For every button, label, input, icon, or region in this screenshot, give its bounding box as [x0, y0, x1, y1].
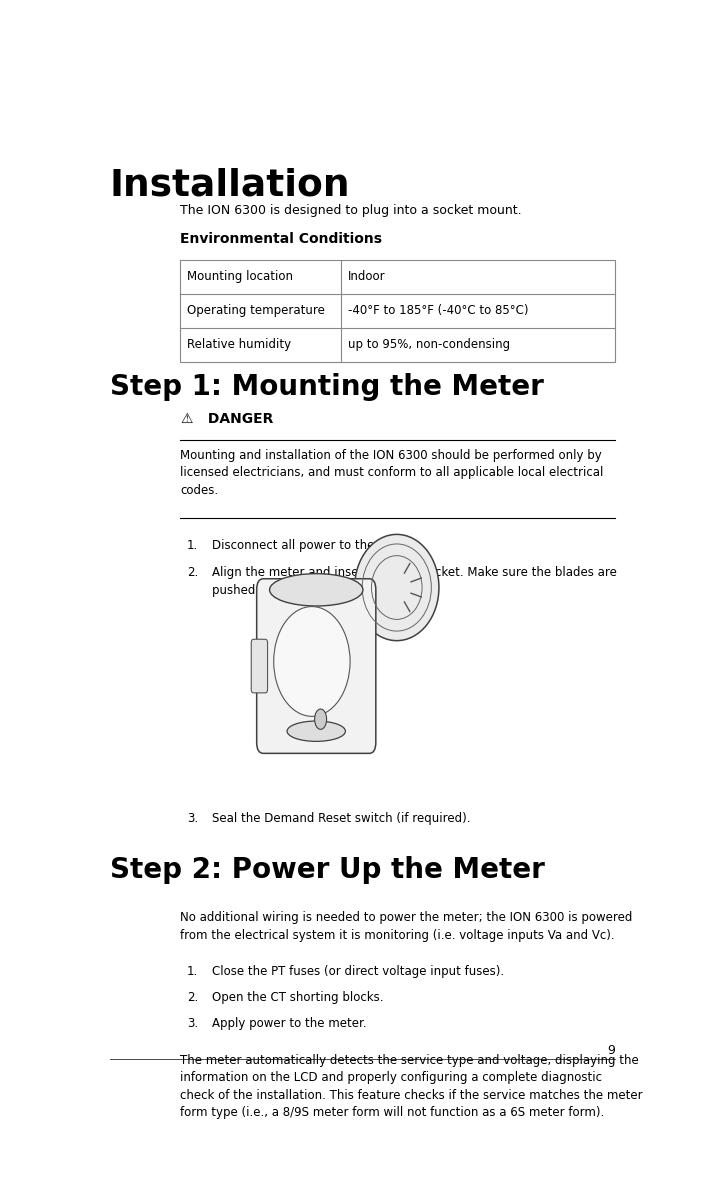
Text: 1.: 1. [187, 965, 198, 978]
Text: Operating temperature: Operating temperature [187, 305, 324, 317]
Ellipse shape [314, 709, 326, 730]
Text: Step 1: Mounting the Meter: Step 1: Mounting the Meter [110, 373, 543, 401]
Text: up to 95%, non-condensing: up to 95%, non-condensing [347, 338, 510, 352]
Text: 9: 9 [608, 1044, 616, 1057]
FancyBboxPatch shape [180, 259, 616, 362]
Text: Align the meter and insert into the socket. Make sure the blades are
pushed in f: Align the meter and insert into the sock… [212, 566, 616, 596]
Text: Relative humidity: Relative humidity [187, 338, 291, 352]
Text: Installation: Installation [110, 167, 350, 203]
Text: Open the CT shorting blocks.: Open the CT shorting blocks. [212, 991, 383, 1004]
Ellipse shape [287, 721, 345, 742]
Text: Apply power to the meter.: Apply power to the meter. [212, 1016, 366, 1030]
Text: Mounting and installation of the ION 6300 should be performed only by
licensed e: Mounting and installation of the ION 630… [180, 449, 604, 497]
Ellipse shape [270, 574, 363, 606]
Text: Environmental Conditions: Environmental Conditions [180, 232, 382, 246]
Text: No additional wiring is needed to power the meter; the ION 6300 is powered
from : No additional wiring is needed to power … [180, 911, 633, 942]
FancyBboxPatch shape [257, 578, 376, 754]
Text: 3.: 3. [187, 1016, 198, 1030]
Text: 3.: 3. [187, 811, 198, 824]
Text: ⚠: ⚠ [180, 412, 193, 426]
Text: The meter automatically detects the service type and voltage, displaying the
inf: The meter automatically detects the serv… [180, 1054, 643, 1120]
Text: Close the PT fuses (or direct voltage input fuses).: Close the PT fuses (or direct voltage in… [212, 965, 504, 978]
Text: Indoor: Indoor [347, 270, 385, 283]
Text: The ION 6300 is designed to plug into a socket mount.: The ION 6300 is designed to plug into a … [180, 204, 522, 217]
Text: DANGER: DANGER [203, 412, 274, 426]
Ellipse shape [355, 534, 439, 641]
Text: 2.: 2. [187, 991, 198, 1004]
Text: 1.: 1. [187, 539, 198, 552]
Text: Mounting location: Mounting location [187, 270, 293, 283]
Text: Disconnect all power to the socket.: Disconnect all power to the socket. [212, 539, 420, 552]
Text: 2.: 2. [187, 566, 198, 580]
Text: Step 2: Power Up the Meter: Step 2: Power Up the Meter [110, 856, 544, 884]
Text: -40°F to 185°F (-40°C to 85°C): -40°F to 185°F (-40°C to 85°C) [347, 305, 529, 317]
Ellipse shape [274, 606, 350, 716]
FancyBboxPatch shape [251, 640, 267, 692]
Text: Seal the Demand Reset switch (if required).: Seal the Demand Reset switch (if require… [212, 811, 470, 824]
